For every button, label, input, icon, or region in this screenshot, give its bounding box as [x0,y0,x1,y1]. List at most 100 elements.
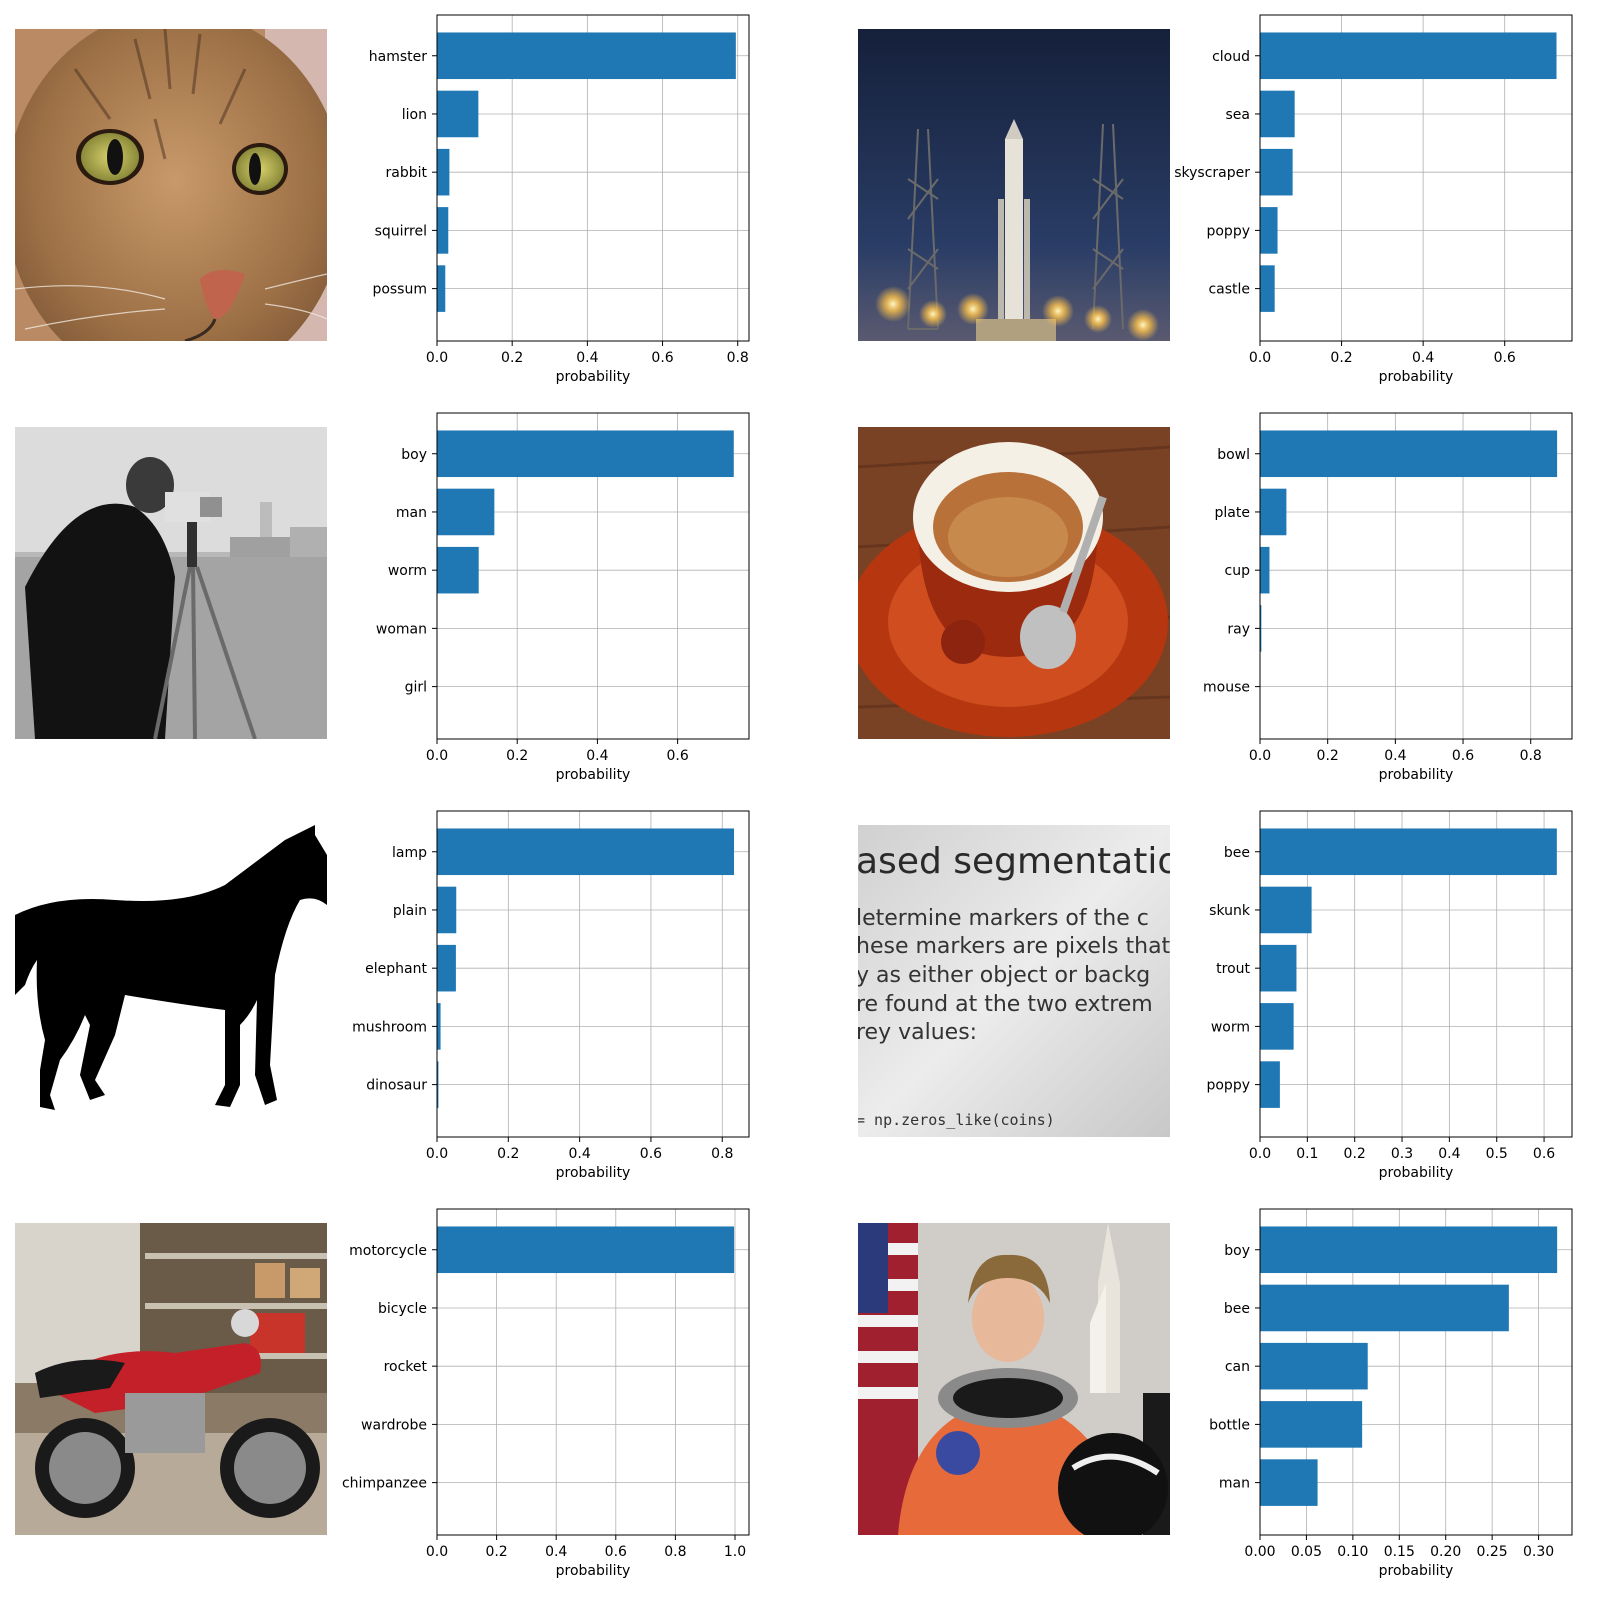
bar [437,90,479,138]
bar [437,488,495,536]
x-tick-label: 0.6 [651,350,673,366]
text-page-code-line: = np.zeros_like(coins) [858,1111,1055,1129]
bar [1260,265,1275,312]
category-label: boy [401,447,427,463]
category-label: plate [1215,505,1250,521]
x-tick-label: 0.4 [1412,350,1434,366]
bar [437,1003,441,1050]
bar [1260,1003,1294,1050]
category-label: possum [372,282,427,298]
x-tick-label: 0.30 [1523,1544,1554,1560]
probability-bar-chart-motorcycle: 0.0 0.2 0.4 0.6 0.8 1.0 motorcycle bicycle rocke… [342,1208,750,1579]
category-label: can [1225,1359,1250,1375]
bar [1260,1459,1318,1506]
astronaut-photo [858,1223,1170,1535]
probability-bar-chart-cameraman: 0.0 0.2 0.4 0.6 boy man worm woman girl probabili… [376,412,750,783]
bar [1260,944,1297,992]
probability-bar-chart-cat: 0.0 0.2 0.4 0.6 0.8 hamster lion rabbit squirrel… [369,14,750,385]
text-page-heading: ased segmentation [858,841,1170,882]
category-label: worm [1211,1019,1250,1035]
plot-frame [1259,810,1573,1138]
probability-bar-chart-astronaut: 0.00 0.05 0.10 0.15 0.20 0.25 0.30 boy bee can bot… [1209,1208,1573,1579]
x-tick-label: 0.8 [711,1146,733,1162]
category-label: bicycle [378,1301,427,1317]
category-label: squirrel [375,223,427,239]
x-tick-label: 0.0 [426,1146,448,1162]
x-tick-label: 0.4 [576,350,598,366]
text-page-line: letermine markers of the c [858,906,1149,931]
x-tick-label: 0.8 [1520,748,1542,764]
x-axis-label: probability [556,1563,631,1579]
x-tick-label: 0.6 [1533,1146,1555,1162]
bar [1260,207,1278,254]
bar [1260,886,1312,934]
x-tick-label: 0.0 [426,1544,448,1560]
x-tick-label: 0.4 [568,1146,590,1162]
text-page-line: rey values: [858,1020,977,1045]
category-label: poppy [1206,223,1250,239]
x-axis-label: probability [556,1165,631,1181]
plot-frame [436,412,750,740]
cameraman-photo [15,427,327,739]
bar [437,32,736,80]
x-tick-label: 0.6 [640,1146,662,1162]
bar [1260,1226,1558,1274]
category-label: poppy [1206,1078,1250,1094]
x-tick-label: 0.4 [586,748,608,764]
bar [1260,546,1270,594]
plot-frame [436,1208,750,1536]
x-axis-label: probability [1379,767,1454,783]
category-label: girl [405,680,427,696]
x-axis-label: probability [1379,1165,1454,1181]
category-label: mushroom [352,1019,427,1035]
category-label: mouse [1203,680,1250,696]
probability-bar-chart-coffee: 0.0 0.2 0.4 0.6 0.8 bowl plate cup ray mouse proba… [1203,412,1573,783]
category-label: trout [1216,961,1250,977]
plot-frame [436,810,750,1138]
category-label: bowl [1217,447,1250,463]
category-label: elephant [365,961,427,977]
category-label: motorcycle [349,1243,427,1259]
category-label: man [396,505,427,521]
plot-frame [1259,14,1573,342]
bar [1260,605,1262,652]
x-tick-label: 0.2 [485,1544,507,1560]
x-tick-label: 0.2 [1330,350,1352,366]
x-tick-label: 0.2 [497,1146,519,1162]
x-tick-label: 0.2 [501,350,523,366]
bar [1260,148,1293,196]
text-page-line: y as either object or backg [858,963,1150,988]
x-tick-label: 0.2 [506,748,528,764]
bar [437,1061,439,1108]
x-tick-label: 0.0 [426,350,448,366]
bar [1260,1061,1280,1108]
x-axis-label: probability [556,369,631,385]
category-label: man [1219,1476,1250,1492]
x-tick-label: 0.0 [426,748,448,764]
x-tick-label: 0.4 [545,1544,567,1560]
category-label: worm [388,563,427,579]
x-tick-label: 0.05 [1291,1544,1322,1560]
category-label: boy [1224,1243,1250,1259]
category-label: ray [1227,621,1250,637]
cat-photo [15,29,327,341]
category-label: rabbit [386,165,428,181]
bar [1260,90,1295,138]
x-tick-label: 0.0 [1249,748,1271,764]
text-page-photo: ased segmentation letermine markers of t… [858,825,1170,1137]
x-tick-label: 1.0 [724,1544,746,1560]
plot-frame [1259,1208,1573,1536]
x-tick-label: 0.2 [1317,748,1339,764]
category-label: cup [1225,563,1251,579]
x-axis-label: probability [1379,1563,1454,1579]
bar [437,1226,735,1274]
category-label: bottle [1209,1417,1250,1433]
category-label: plain [393,903,427,919]
bar [437,430,734,478]
category-label: dinosaur [366,1078,427,1094]
probability-bar-chart-text-page: 0.0 0.1 0.2 0.3 0.4 0.5 0.6 bee skunk trout worm po… [1206,810,1573,1181]
x-tick-label: 0.25 [1477,1544,1508,1560]
x-tick-label: 0.15 [1384,1544,1415,1560]
x-tick-label: 0.6 [1452,748,1474,764]
x-tick-label: 0.6 [666,748,688,764]
